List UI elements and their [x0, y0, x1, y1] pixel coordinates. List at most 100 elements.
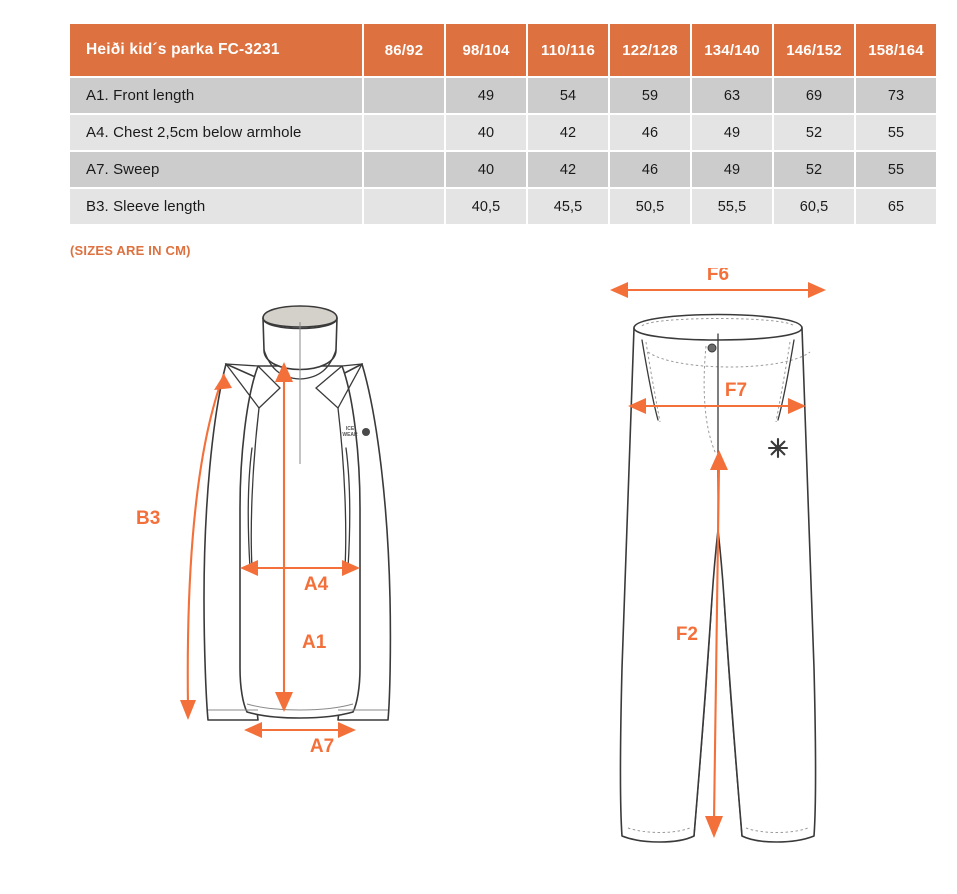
size-column-header-4: 134/140 [692, 24, 772, 76]
logo-line1: ICE [346, 426, 355, 432]
f6-arrow-head-left [610, 282, 628, 298]
measurement-value: 60,5 [774, 189, 854, 224]
a1-arrow-head-top [275, 362, 293, 382]
jacket-hem-band [246, 703, 354, 711]
measurement-value: 50,5 [610, 189, 690, 224]
table-row: A4. Chest 2,5cm below armhole 40 42 46 4… [70, 115, 936, 150]
pants-left-hem [627, 827, 691, 833]
b3-label: B3 [136, 508, 160, 529]
snowflake-logo-icon [767, 437, 789, 459]
size-column-header-3: 122/128 [610, 24, 690, 76]
b3-arrow-head-top [214, 374, 232, 390]
f7-label: F7 [725, 380, 747, 401]
pants-button-icon [707, 343, 717, 353]
size-column-header-1: 98/104 [446, 24, 526, 76]
measurement-value: 55 [856, 115, 936, 150]
table-row: A1. Front length 49 54 59 63 69 73 [70, 78, 936, 113]
measurement-value: 45,5 [528, 189, 608, 224]
measurement-value [364, 152, 444, 187]
logo-line2: WEAR [342, 432, 358, 438]
measure-b3-sleeve-length: B3 [136, 373, 232, 720]
f7-arrow-head-right [788, 398, 806, 414]
measure-a4-chest: A4 [240, 560, 360, 595]
measurement-value: 40 [446, 152, 526, 187]
header-row: Heiði kid´s parka FC-3231 86/92 98/104 1… [70, 24, 936, 76]
measurement-value: 49 [692, 152, 772, 187]
measurement-value: 42 [528, 115, 608, 150]
pants-left-inseam [693, 597, 713, 837]
measurement-value: 49 [692, 115, 772, 150]
size-table: Heiði kid´s parka FC-3231 86/92 98/104 1… [68, 22, 938, 226]
pants-yoke-stitch [647, 351, 811, 368]
f2-label: F2 [676, 624, 698, 645]
f2-arrow-head-top [710, 450, 728, 470]
measure-f2-inseam: F2 [676, 450, 728, 838]
size-table-header: Heiði kid´s parka FC-3231 86/92 98/104 1… [70, 24, 936, 76]
b3-arrow-line [186, 373, 225, 709]
measurement-label: B3. Sleeve length [70, 189, 362, 224]
a7-arrow-head-right [338, 722, 356, 738]
pants-right-hem [745, 827, 809, 833]
f2-arrow-head-bottom [705, 816, 723, 838]
measurement-value: 55,5 [692, 189, 772, 224]
jacket-left-armhole [247, 447, 253, 569]
measurement-value: 69 [774, 78, 854, 113]
measurement-value: 55 [856, 152, 936, 187]
measurement-value [364, 189, 444, 224]
pants-left-pocket [641, 339, 659, 421]
a1-arrow-head-bottom [275, 692, 293, 712]
a1-label: A1 [302, 632, 327, 653]
size-column-header-0: 86/92 [364, 24, 444, 76]
measurement-value: 54 [528, 78, 608, 113]
measurement-value: 46 [610, 115, 690, 150]
size-table-container: Heiði kid´s parka FC-3231 86/92 98/104 1… [68, 22, 936, 226]
product-name-header: Heiði kid´s parka FC-3231 [70, 24, 362, 76]
jacket-left-raglan-seam [250, 407, 260, 569]
pants-waistband-stitch [641, 318, 795, 327]
measurement-value: 59 [610, 78, 690, 113]
pants-technical-drawing: F6 F7 F2 [610, 268, 826, 843]
measurement-label: A7. Sweep [70, 152, 362, 187]
parka-jacket-technical-drawing: ICE WEAR B3 A4 [136, 305, 392, 757]
b3-arrow-head-bottom [180, 700, 196, 720]
a4-arrow-head-left [240, 560, 258, 576]
measurement-value [364, 78, 444, 113]
pants-right-pocket [777, 339, 795, 421]
measurement-value: 65 [856, 189, 936, 224]
measurement-value: 52 [774, 152, 854, 187]
measurement-value [364, 115, 444, 150]
units-note: (SIZES ARE IN CM) [70, 243, 191, 258]
a4-arrow-head-right [342, 560, 360, 576]
a7-arrow-head-left [244, 722, 262, 738]
jacket-right-yoke [315, 363, 364, 410]
measure-f6-waist: F6 [610, 268, 826, 298]
measure-f7-hip: F7 [628, 380, 806, 414]
jacket-body [239, 365, 361, 719]
measurement-value: 40 [446, 115, 526, 150]
f2-arrow-line [712, 465, 721, 821]
jacket-right-armhole [345, 447, 351, 569]
jacket-right-raglan-seam [337, 407, 347, 569]
pants-waistband [633, 313, 803, 341]
table-row: A7. Sweep 40 42 46 49 52 55 [70, 152, 936, 187]
size-column-header-2: 110/116 [528, 24, 608, 76]
pants-right-pocket-stitch [775, 341, 791, 423]
f7-arrow-head-left [628, 398, 646, 414]
measurement-value: 52 [774, 115, 854, 150]
size-column-header-6: 158/164 [856, 24, 936, 76]
table-row: B3. Sleeve length 40,5 45,5 50,5 55,5 60… [70, 189, 936, 224]
measurement-value: 40,5 [446, 189, 526, 224]
measurement-value: 49 [446, 78, 526, 113]
measure-a1-front-length: A1 [275, 362, 327, 712]
logo-snowflake-icon [362, 428, 370, 436]
f6-label: F6 [707, 268, 729, 285]
pants-left-pocket-stitch [645, 341, 661, 423]
measurement-value: 63 [692, 78, 772, 113]
measurement-value: 73 [856, 78, 936, 113]
jacket-left-yoke [224, 363, 281, 409]
ice-wear-logo-icon: ICE WEAR [342, 426, 370, 438]
technical-drawings: ICE WEAR B3 A4 [0, 268, 957, 894]
measurement-label: A1. Front length [70, 78, 362, 113]
size-table-body: A1. Front length 49 54 59 63 69 73 A4. C… [70, 78, 936, 224]
